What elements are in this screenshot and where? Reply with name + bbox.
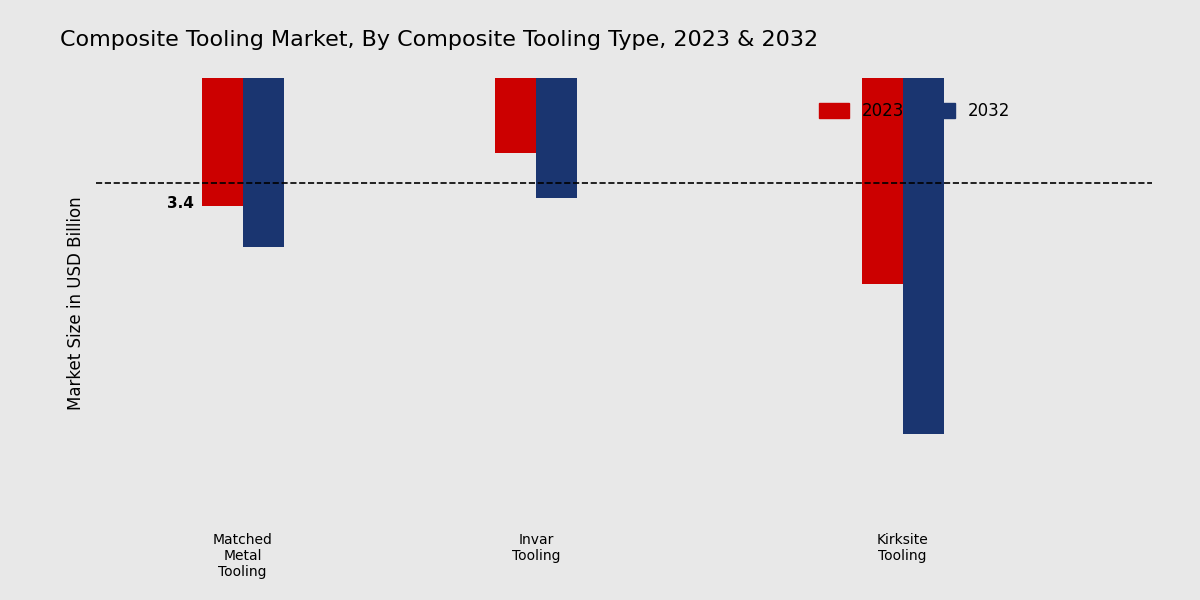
Bar <box>494 78 536 153</box>
Bar <box>536 78 577 198</box>
Bar <box>902 78 943 434</box>
Legend: 2023, 2032: 2023, 2032 <box>812 95 1016 127</box>
Text: 3.4: 3.4 <box>167 196 194 211</box>
Bar <box>242 78 283 247</box>
Bar <box>202 78 242 205</box>
Text: Composite Tooling Market, By Composite Tooling Type, 2023 & 2032: Composite Tooling Market, By Composite T… <box>60 30 818 50</box>
Y-axis label: Market Size in USD Billion: Market Size in USD Billion <box>67 196 85 410</box>
Bar <box>862 78 902 284</box>
